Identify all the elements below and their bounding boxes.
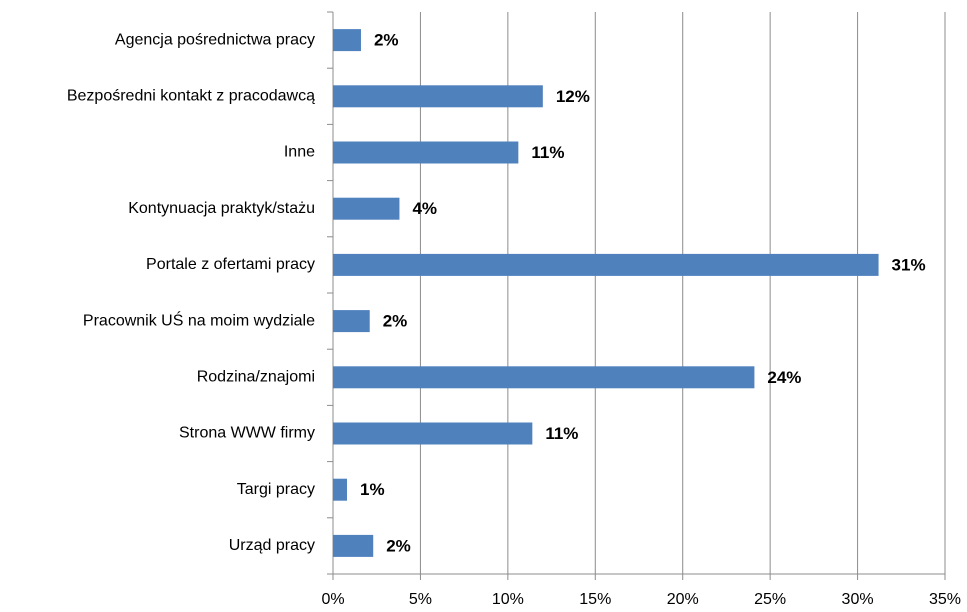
y-tick-label: Portale z ofertami pracy (146, 256, 315, 273)
x-tick-label: 15% (579, 591, 611, 608)
x-tick-label: 35% (929, 591, 961, 608)
y-tick-label: Inne (284, 144, 315, 161)
bar (333, 478, 347, 501)
y-tick-label: Pracownik UŚ na moim wydziale (83, 310, 315, 329)
y-tick-label: Targi pracy (237, 481, 315, 498)
bar (333, 534, 374, 557)
value-label: 11% (545, 424, 578, 443)
bar (333, 85, 543, 108)
x-tick-label: 30% (842, 591, 874, 608)
value-label: 11% (531, 143, 564, 162)
y-tick-label: Bezpośredni kontakt z pracodawcą (67, 88, 315, 105)
y-tick-label: Urząd pracy (229, 537, 315, 554)
x-tick-label: 25% (754, 591, 786, 608)
bar (333, 422, 533, 445)
value-label: 2% (386, 536, 411, 555)
value-label: 31% (892, 255, 926, 274)
x-tick-label: 10% (492, 591, 524, 608)
bar (333, 366, 755, 389)
bar (333, 310, 370, 333)
y-tick-label: Kontynuacja praktyk/stażu (128, 200, 315, 217)
value-label: 24% (767, 368, 801, 387)
bar (333, 29, 361, 52)
y-tick-label: Agencja pośrednictwa pracy (115, 31, 315, 48)
x-tick-label: 5% (409, 591, 432, 608)
value-label: 4% (412, 199, 437, 218)
value-label: 2% (383, 312, 408, 331)
bar (333, 253, 879, 276)
value-label: 2% (374, 31, 399, 50)
y-tick-label: Strona WWW firmy (179, 425, 315, 442)
x-tick-label: 20% (667, 591, 699, 608)
value-label: 1% (360, 480, 385, 499)
y-tick-label: Rodzina/znajomi (197, 369, 315, 386)
value-label: 12% (556, 87, 590, 106)
x-tick-label: 0% (321, 591, 344, 608)
bar (333, 141, 519, 164)
bar (333, 197, 400, 220)
